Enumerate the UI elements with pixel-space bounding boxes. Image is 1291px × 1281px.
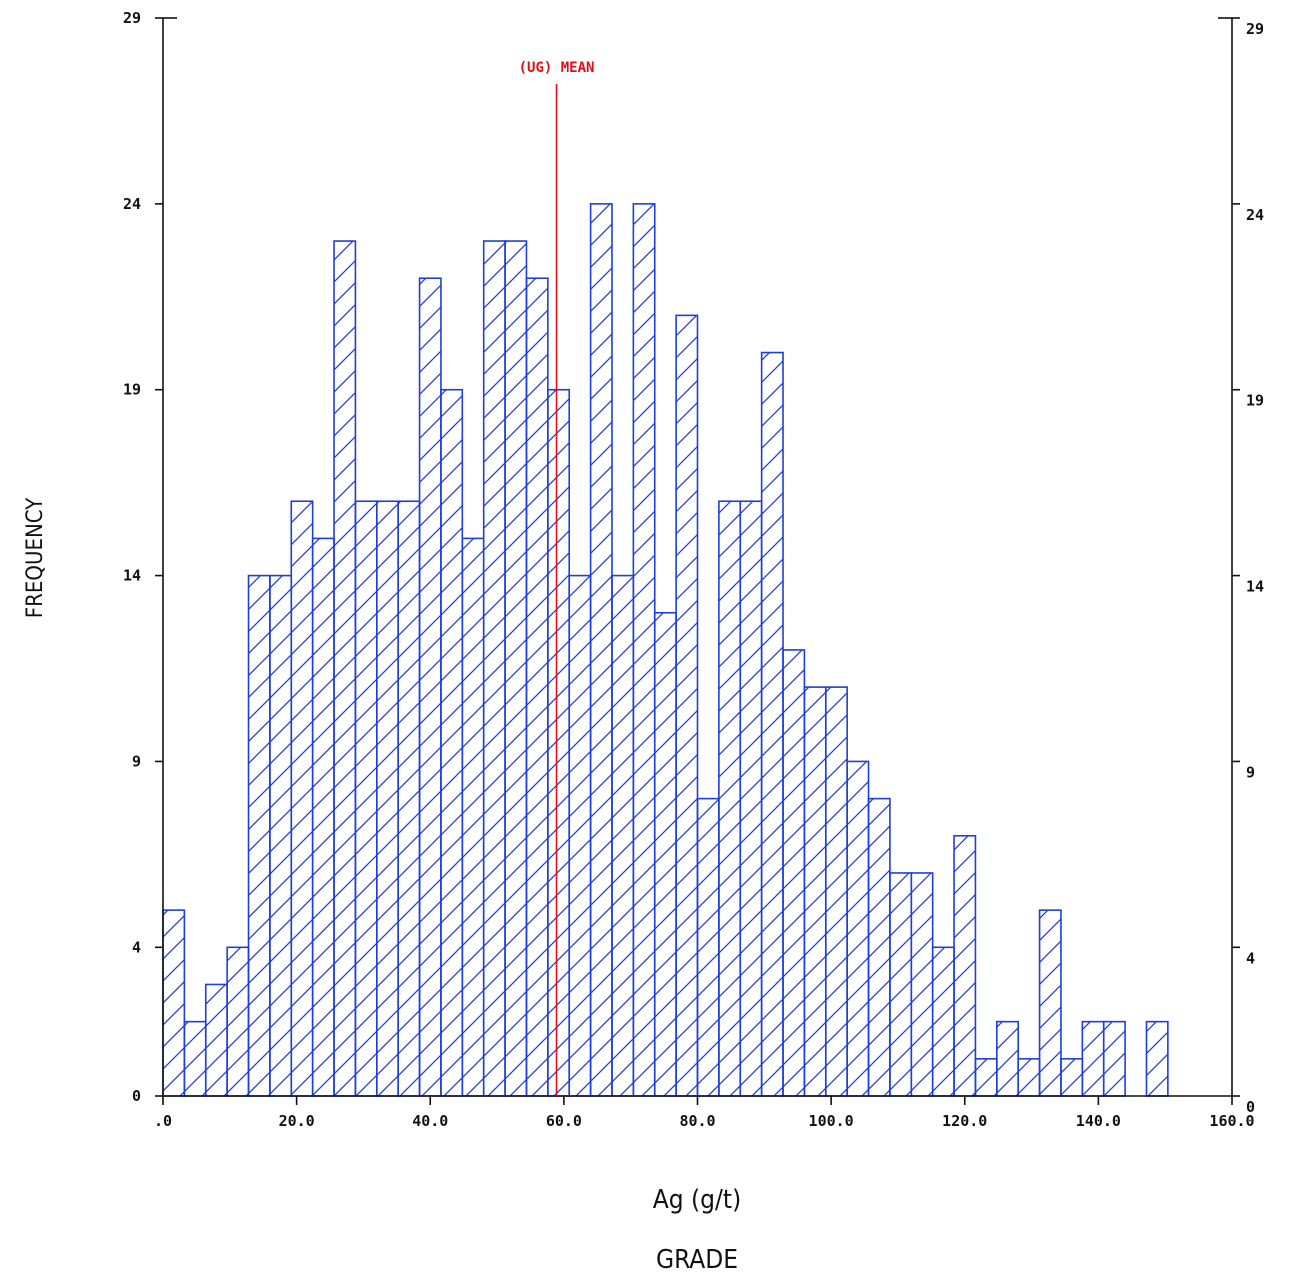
histogram-bar <box>226 946 250 1097</box>
histogram-bar <box>354 500 378 1097</box>
histogram-bar <box>1145 1020 1169 1097</box>
x-tick-label: 160.0 <box>1209 1112 1254 1130</box>
x-tick-label: 60.0 <box>546 1112 582 1130</box>
y-tick-label-right: 0 <box>1246 1098 1255 1116</box>
y-tick-label-right: 14 <box>1246 578 1264 596</box>
histogram-bar <box>653 611 677 1097</box>
histogram-bar <box>1038 909 1062 1097</box>
histogram-bar <box>568 574 592 1097</box>
histogram-bar <box>632 203 656 1097</box>
histogram-bar <box>739 500 763 1097</box>
histogram-bar <box>760 351 784 1097</box>
histogram-bar <box>482 240 506 1097</box>
histogram-bar <box>290 500 314 1097</box>
y-tick-label-right: 19 <box>1246 392 1264 410</box>
x-axis-label-grade: GRADE <box>656 1245 738 1275</box>
histogram-bar <box>183 1020 207 1097</box>
y-tick-label-right: 24 <box>1246 206 1264 224</box>
mean-label: (UG) MEAN <box>519 60 595 76</box>
histogram-bar <box>910 872 934 1097</box>
histogram-bar <box>525 277 549 1097</box>
y-tick-label-left: 14 <box>123 567 141 585</box>
histogram-bar <box>440 388 464 1097</box>
histogram-bar <box>311 537 335 1097</box>
histogram-bar <box>696 797 720 1097</box>
histogram-bar <box>547 388 571 1097</box>
histogram-bar <box>375 500 399 1097</box>
histogram-bar <box>269 574 293 1097</box>
histogram-bar <box>397 500 421 1097</box>
y-tick-label-left: 4 <box>132 938 141 956</box>
histogram-bar <box>889 872 913 1097</box>
histogram-bar <box>803 686 827 1097</box>
y-axis-label: FREQUENCY <box>23 497 48 618</box>
histogram-bar <box>953 834 977 1097</box>
histogram-bar <box>418 277 442 1097</box>
histogram-bar <box>931 946 955 1097</box>
histogram-bar <box>1081 1020 1105 1097</box>
histogram-bar <box>162 909 186 1097</box>
y-tick-label-left: 0 <box>132 1087 141 1105</box>
y-tick-label-left: 29 <box>123 9 141 27</box>
histogram-bar <box>247 574 271 1097</box>
bars-layer <box>162 203 1169 1097</box>
y-tick-label-left: 9 <box>132 752 141 770</box>
axes-layer: .0 20.0 40.0 60.0 80.0 100.0 120.0 140.0 160.000… <box>123 9 1264 1130</box>
y-tick-label-left: 24 <box>123 195 141 213</box>
x-tick-label: 20.0 <box>279 1112 315 1130</box>
histogram-bar <box>846 760 870 1097</box>
histogram-bar <box>996 1020 1020 1097</box>
y-tick-label-right: 29 <box>1246 20 1264 38</box>
x-tick-label: 120.0 <box>942 1112 987 1130</box>
histogram-bar <box>611 574 635 1097</box>
y-tick-label-right: 9 <box>1246 763 1255 781</box>
histogram-bar <box>974 1058 998 1097</box>
histogram-bar <box>718 500 742 1097</box>
histogram-bar <box>204 983 228 1097</box>
histogram-bar <box>824 686 848 1097</box>
histogram-bar <box>1102 1020 1126 1097</box>
histogram-bar <box>461 537 485 1097</box>
x-tick-label: .0 <box>154 1112 172 1130</box>
y-tick-label-right: 4 <box>1246 949 1255 967</box>
y-tick-label-left: 19 <box>123 381 141 399</box>
histogram-bar <box>504 240 528 1097</box>
histogram-bar <box>675 314 699 1097</box>
x-tick-label: 140.0 <box>1076 1112 1121 1130</box>
histogram-bar <box>782 649 806 1097</box>
histogram-bar <box>867 797 891 1097</box>
histogram-bar <box>589 203 613 1097</box>
histogram-bar <box>333 240 357 1097</box>
x-tick-label: 40.0 <box>412 1112 448 1130</box>
labels-layer: FREQUENCY Ag (g/t) GRADE (UG) MEAN <box>23 60 741 1275</box>
histogram-bar <box>1017 1058 1041 1097</box>
x-tick-label: 100.0 <box>809 1112 854 1130</box>
x-tick-label: 80.0 <box>679 1112 715 1130</box>
histogram-bar <box>1060 1058 1084 1097</box>
x-axis-label: Ag (g/t) <box>653 1185 741 1215</box>
